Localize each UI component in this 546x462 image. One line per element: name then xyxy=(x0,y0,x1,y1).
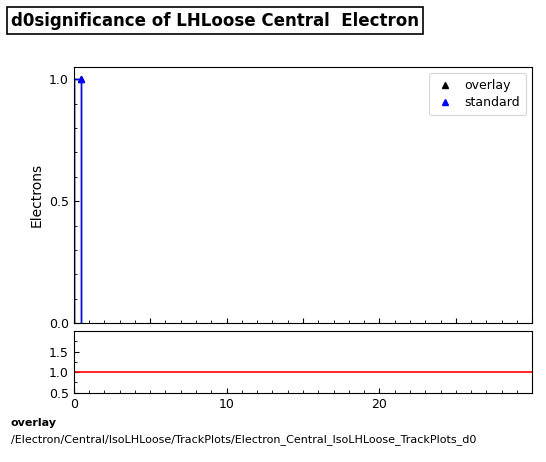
Text: /Electron/Central/IsoLHLoose/TrackPlots/Electron_Central_IsoLHLoose_TrackPlots_d: /Electron/Central/IsoLHLoose/TrackPlots/… xyxy=(11,434,476,445)
Text: d0significance of LHLoose Central  Electron: d0significance of LHLoose Central Electr… xyxy=(11,12,419,30)
Legend: overlay, standard: overlay, standard xyxy=(429,73,526,116)
Y-axis label: Electrons: Electrons xyxy=(29,163,43,227)
Text: overlay: overlay xyxy=(11,418,57,428)
